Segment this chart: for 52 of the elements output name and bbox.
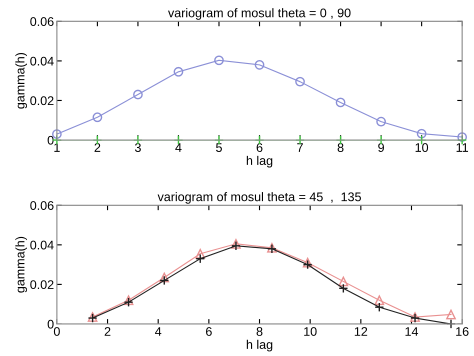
y-tick-label: 0.06	[30, 201, 54, 210]
x-tick-label: 11	[456, 143, 468, 152]
x-tick-label: 8	[338, 143, 344, 152]
x-tick-label: 4	[155, 327, 162, 336]
y-tick-label: 0.02	[30, 96, 54, 106]
x-tick-label: 8	[256, 327, 262, 336]
point	[446, 310, 456, 320]
x-tick-label: 3	[134, 143, 141, 152]
x-tick-label: 4	[175, 143, 182, 152]
x-tick-label: 0	[54, 327, 60, 336]
point	[159, 272, 170, 282]
y-tick-label: 0	[48, 320, 54, 329]
point	[133, 90, 143, 100]
x-tick-label: 9	[378, 143, 384, 152]
x-axis-title: h lag	[246, 156, 272, 168]
chart-title: variogram of mosul theta = 0 , 90	[168, 8, 351, 20]
x-tick-label: 16	[456, 327, 469, 336]
y-tick-label: 0.04	[30, 56, 54, 66]
x-tick-label: 5	[216, 143, 222, 152]
x-tick-label: 10	[304, 327, 317, 336]
point	[195, 254, 206, 264]
y-axis-title: gamma(h)	[15, 52, 27, 109]
y-tick-label: 0.06	[30, 17, 54, 26]
point	[92, 112, 102, 122]
point	[338, 276, 348, 286]
x-tick-label: 6	[206, 327, 212, 336]
point	[416, 128, 426, 139]
point	[457, 132, 468, 142]
y-tick-label: 0	[48, 136, 54, 145]
x-tick-label: 14	[405, 327, 418, 336]
x-tick-label: 6	[256, 143, 262, 152]
chart-title: variogram of mosul theta = 45 , 135	[158, 192, 361, 204]
point	[214, 55, 224, 66]
point	[159, 276, 170, 286]
y-tick-label: 0.04	[30, 240, 54, 250]
point	[338, 284, 348, 294]
x-tick-label: 12	[354, 327, 368, 336]
x-axis-title: h lag	[246, 340, 272, 352]
point	[195, 248, 206, 259]
x-tick-label: 2	[104, 327, 110, 336]
y-axis-title: gamma(h)	[15, 236, 27, 293]
point	[374, 302, 384, 312]
point	[374, 295, 384, 306]
x-tick-label: 1	[54, 143, 60, 152]
y-tick-label: 0.02	[30, 280, 54, 290]
point	[52, 129, 62, 139]
point	[336, 98, 346, 108]
point	[174, 66, 184, 77]
x-tick-label: 10	[416, 143, 428, 152]
point	[254, 60, 264, 70]
point	[295, 76, 305, 87]
point	[376, 116, 386, 126]
